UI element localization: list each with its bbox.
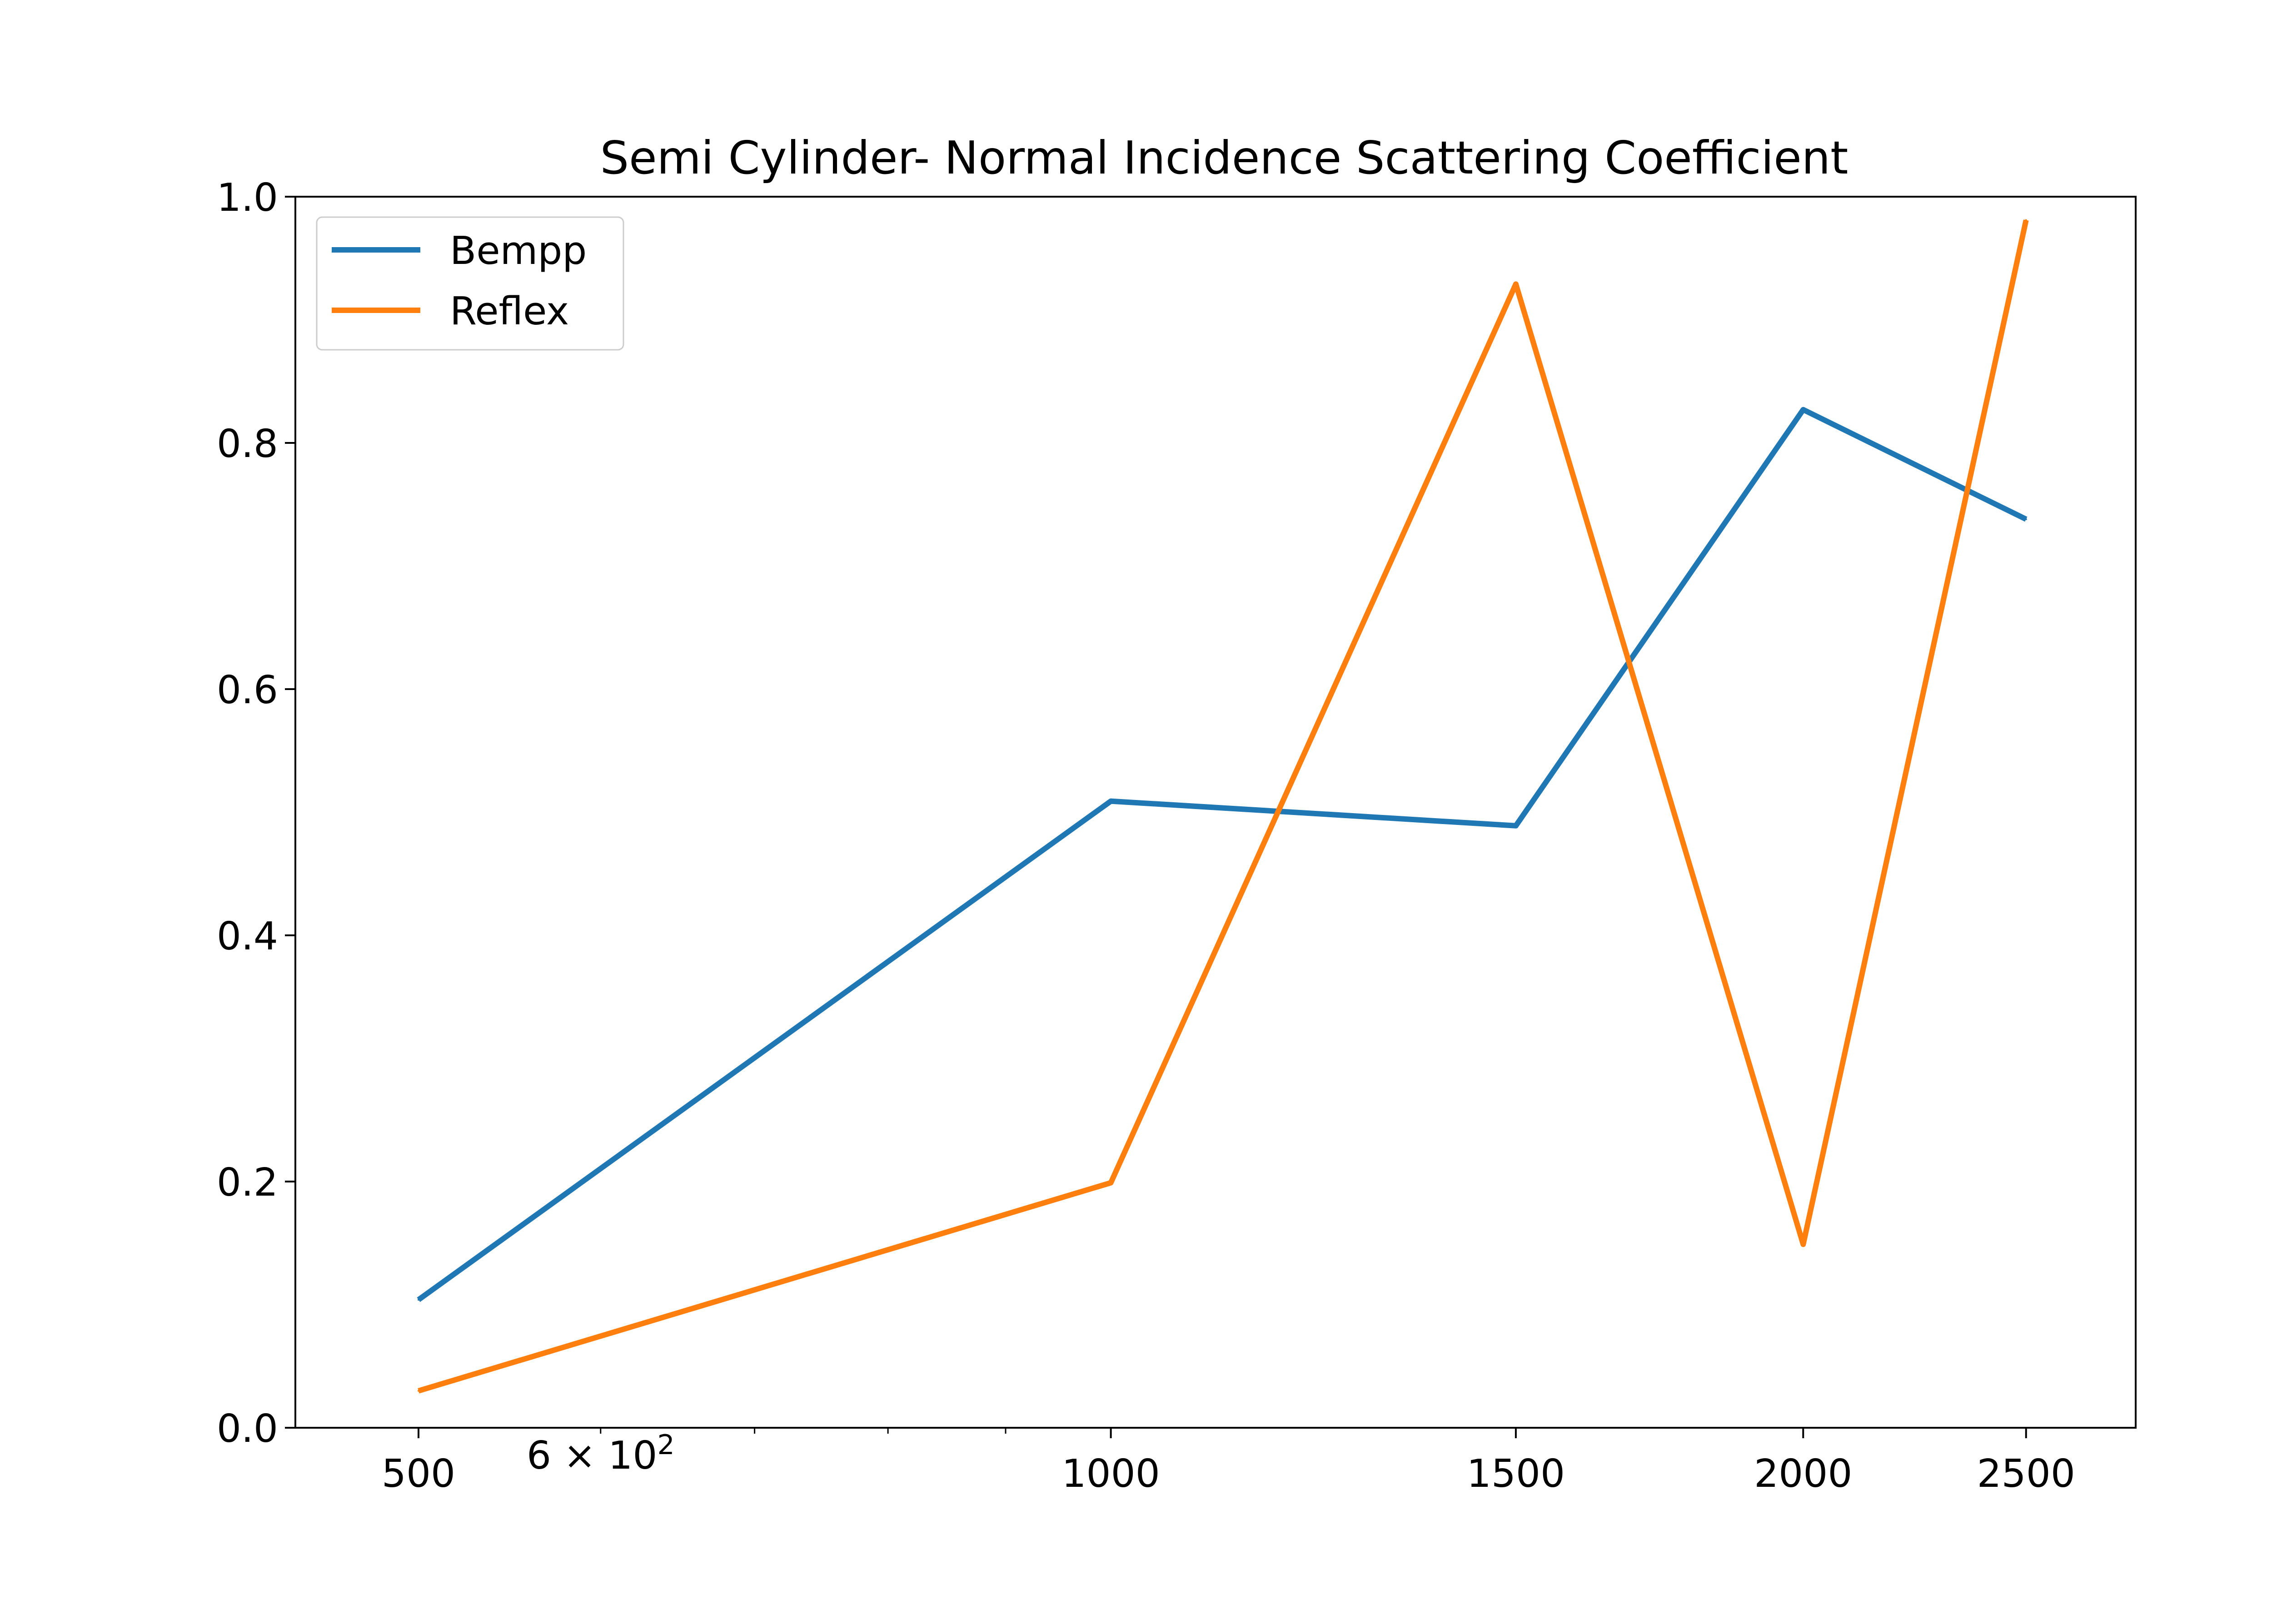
y-tick-label: 1.0 [217,175,278,220]
legend-label-reflex: Reflex [450,289,569,334]
x-tick-label: 1500 [1467,1451,1565,1496]
y-tick-label: 0.4 [217,914,278,959]
x-tick-label: 500 [382,1451,455,1496]
data-point-bempp [2025,518,2027,520]
y-tick-label: 0.8 [217,422,278,467]
plot-frame [294,196,2137,1429]
chart-title: Semi Cylinder- Normal Incidence Scatteri… [600,131,1848,184]
data-point-bempp [1515,824,1517,827]
x-tick-label: 1000 [1061,1451,1160,1496]
x-tick-label: 2500 [1977,1451,2075,1496]
y-tick-label: 0.0 [217,1406,278,1451]
data-point-bempp [1110,800,1112,802]
axis-layer: 0.0 0.2 0.4 0.6 0.8 1.0 500 1000 1500 2000 2500 6 ×… [217,175,2075,1496]
data-point-reflex [1515,283,1517,285]
data-point-reflex [418,1390,419,1392]
legend-label-bempp: Bempp [450,228,587,273]
data-point-reflex [2025,219,2027,221]
data-point-bempp [1802,408,1804,411]
y-tick-label: 0.2 [217,1160,278,1205]
data-point-bempp [418,1299,419,1301]
data-point-reflex [1802,1243,1804,1246]
y-tick-label: 0.6 [217,668,278,713]
x-tick-label: 2000 [1754,1451,1852,1496]
data-point-reflex [1110,1182,1112,1184]
x-minor-tick-label: 6 × 102 [527,1429,675,1478]
legend: Bempp Reflex [316,216,624,351]
series-line-bempp [417,407,2028,1302]
series-layer [417,219,2029,1394]
